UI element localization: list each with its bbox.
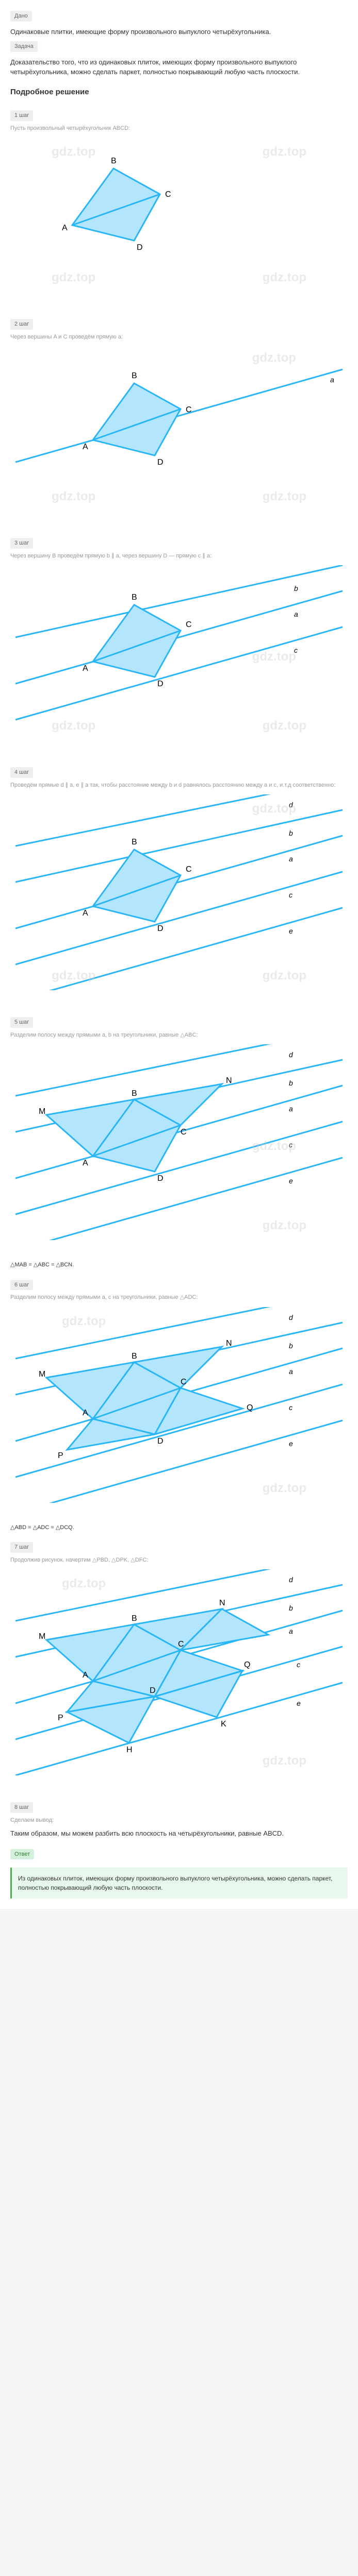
- answer-text: Из одинаковых плиток, имеющих форму прои…: [18, 1875, 332, 1891]
- figure-4: A B C D d b a c e gdz.top gdz.top gdz.to…: [10, 794, 348, 990]
- answer-tag: Ответ: [10, 1849, 34, 1860]
- figure-3: A B C D b a c gdz.top gdz.top gdz.top: [10, 565, 348, 740]
- svg-text:e: e: [289, 1177, 293, 1185]
- svg-text:P: P: [58, 1714, 63, 1722]
- svg-text:N: N: [226, 1339, 232, 1348]
- svg-text:c: c: [294, 646, 298, 654]
- svg-text:a: a: [289, 1627, 293, 1635]
- task-tag: Задача: [10, 41, 38, 52]
- step-6-label: 6 шаг: [10, 1280, 33, 1291]
- figure-5: M A B C D N d b a c e gdz.top gdz.top: [10, 1044, 348, 1240]
- svg-text:C: C: [186, 865, 192, 874]
- page-container: Дано Одинаковые плитки, имеющие форму пр…: [0, 0, 358, 1909]
- svg-text:C: C: [186, 405, 192, 414]
- svg-text:C: C: [178, 1640, 184, 1649]
- svg-text:a: a: [289, 1105, 293, 1113]
- task-text: Доказательство того, что из одинаковых п…: [10, 57, 348, 77]
- step-7-before: △ABD = △ADC = △DCQ.: [10, 1523, 348, 1532]
- svg-text:Q: Q: [244, 1660, 250, 1669]
- svg-text:N: N: [226, 1076, 232, 1085]
- step-1-label: 1 шаг: [10, 110, 33, 121]
- label-A: A: [62, 224, 68, 232]
- step-8-label: 8 шаг: [10, 1802, 33, 1813]
- svg-text:a: a: [294, 610, 298, 618]
- svg-text:b: b: [289, 1342, 293, 1350]
- svg-text:a: a: [289, 1367, 293, 1376]
- svg-text:D: D: [157, 680, 164, 688]
- step-3-desc: Через вершину B проведём прямую b ∥ a, ч…: [10, 552, 348, 561]
- step-8-desc: Сделаем вывод:: [10, 1816, 348, 1825]
- label-D: D: [137, 243, 143, 252]
- svg-text:c: c: [297, 1660, 300, 1669]
- figure-6: M A B C D N P Q d b a c e gdz.top gdz.to…: [10, 1307, 348, 1503]
- svg-text:M: M: [39, 1107, 45, 1116]
- label-B: B: [111, 157, 117, 165]
- svg-text:M: M: [39, 1632, 45, 1641]
- svg-text:D: D: [157, 924, 164, 933]
- svg-text:B: B: [132, 371, 137, 380]
- svg-text:Q: Q: [247, 1403, 253, 1412]
- solution-title: Подробное решение: [10, 87, 348, 98]
- step-2-label: 2 шаг: [10, 319, 33, 330]
- svg-text:D: D: [157, 1437, 164, 1446]
- svg-text:a: a: [289, 855, 293, 863]
- svg-text:B: B: [132, 838, 137, 846]
- label-C: C: [165, 190, 171, 199]
- step-6-desc: Разделим полосу между прямыми a, c на тр…: [10, 1293, 348, 1302]
- step-7-desc: Продолжив рисунок, начертим △PBD, △DPK, …: [10, 1556, 348, 1565]
- svg-text:e: e: [289, 927, 293, 935]
- given-text: Одинаковые плитки, имеющие форму произво…: [10, 27, 348, 37]
- step-6-before: △MAB = △ABC = △BCN.: [10, 1261, 348, 1269]
- step-4-label: 4 шаг: [10, 767, 33, 778]
- svg-text:C: C: [181, 1378, 187, 1386]
- step-1-desc: Пусть произвольный четырёхугольник ABCD:: [10, 124, 348, 133]
- svg-text:N: N: [219, 1599, 225, 1607]
- svg-text:D: D: [157, 1174, 164, 1183]
- svg-text:K: K: [221, 1720, 226, 1728]
- svg-text:c: c: [289, 891, 292, 899]
- svg-text:c: c: [289, 1141, 292, 1149]
- svg-text:e: e: [289, 1439, 293, 1448]
- svg-text:d: d: [289, 1313, 294, 1321]
- svg-text:A: A: [83, 664, 88, 673]
- step-7-label: 7 шаг: [10, 1542, 33, 1553]
- svg-text:c: c: [289, 1403, 292, 1412]
- svg-text:b: b: [289, 1604, 293, 1612]
- step-4-desc: Проведём прямые d ∥ a, e ∥ a так, чтобы …: [10, 781, 348, 790]
- given-tag: Дано: [10, 11, 32, 22]
- answer-box: Из одинаковых плиток, имеющих форму прои…: [10, 1868, 348, 1899]
- svg-text:B: B: [132, 1614, 137, 1623]
- svg-text:e: e: [297, 1699, 301, 1707]
- svg-text:C: C: [186, 620, 192, 629]
- svg-text:B: B: [132, 1352, 137, 1361]
- svg-text:b: b: [289, 1079, 293, 1087]
- svg-text:D: D: [157, 458, 164, 467]
- svg-text:D: D: [150, 1686, 156, 1695]
- svg-text:A: A: [83, 443, 88, 451]
- svg-text:b: b: [289, 829, 293, 837]
- svg-text:A: A: [83, 909, 88, 918]
- figure-7: M A B C D N P Q K H d b a c e gdz.top gd…: [10, 1569, 348, 1775]
- figure-2: A B C D a gdz.top gdz.top gdz.top: [10, 346, 348, 511]
- svg-text:A: A: [83, 1159, 88, 1167]
- svg-text:A: A: [83, 1671, 88, 1680]
- svg-text:H: H: [126, 1745, 133, 1754]
- svg-text:C: C: [181, 1128, 187, 1137]
- svg-text:P: P: [58, 1451, 63, 1460]
- svg-text:d: d: [289, 801, 294, 809]
- svg-text:d: d: [289, 1575, 294, 1584]
- svg-text:B: B: [132, 1089, 137, 1098]
- svg-text:b: b: [294, 584, 298, 592]
- svg-text:d: d: [289, 1050, 294, 1059]
- svg-text:a: a: [330, 376, 334, 384]
- svg-text:B: B: [132, 593, 137, 602]
- step-5-label: 5 шаг: [10, 1017, 33, 1028]
- figure-1: A B C D gdz.top gdz.top gdz.top gdz.top: [10, 138, 348, 292]
- step-3-label: 3 шаг: [10, 538, 33, 549]
- svg-text:A: A: [83, 1409, 88, 1417]
- step-5-desc: Разделим полосу между прямыми a, b на тр…: [10, 1031, 348, 1040]
- conclusion: Таким образом, мы можем разбить всю плос…: [10, 1828, 348, 1839]
- svg-text:M: M: [39, 1370, 45, 1379]
- step-2-desc: Через вершины A и C проведём прямую a:: [10, 333, 348, 342]
